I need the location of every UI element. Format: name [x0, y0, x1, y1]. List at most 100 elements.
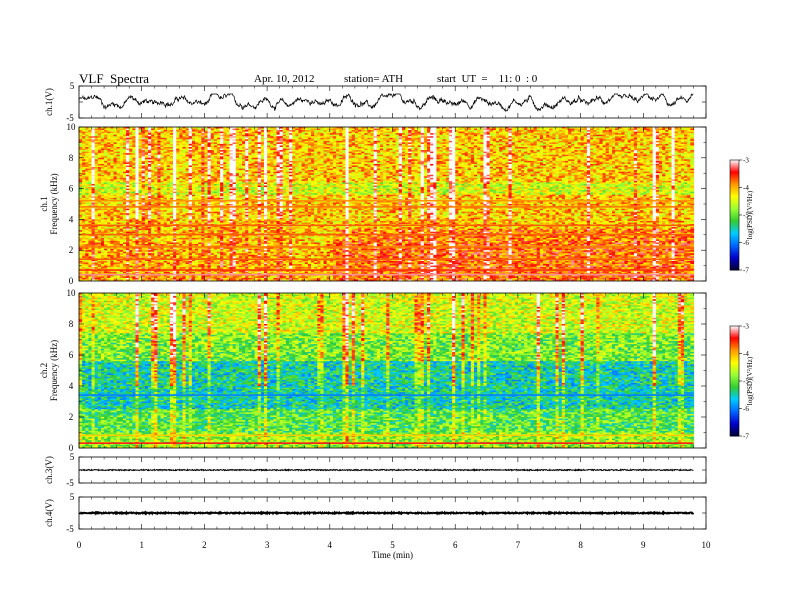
ch1-spectrogram-cell [348, 133, 353, 136]
ch1-spectrogram-cell [593, 133, 597, 136]
ch1-spectrogram-cell [680, 130, 685, 133]
ch1-spectrogram-cell [655, 133, 660, 136]
ch1-spectrogram-cell [176, 134, 180, 137]
ch1-spectrogram-cell [201, 133, 206, 136]
ch1-spectrogram-cell [204, 139, 209, 142]
ch1-spectrogram-cell [474, 147, 478, 150]
ch1-spectrogram-cell [596, 140, 601, 143]
ch1-spectrogram-cell [295, 131, 300, 134]
ch1-spectrogram-cell [342, 130, 347, 133]
ch1-spectrogram-cell [477, 130, 481, 133]
ch1-spectrogram-cell [176, 127, 180, 130]
ch1-spectrogram-cell [423, 136, 428, 139]
ch1-spectrogram-cell [119, 134, 124, 137]
ch1-spectrogram-cell [329, 151, 334, 154]
ch1-spectrogram-cell [154, 150, 158, 153]
ch1-spectrogram-cell [464, 137, 469, 140]
ch1-spectrogram-cell [458, 127, 463, 130]
ch1-spectrogram-cell [157, 128, 162, 131]
ch1-spectrogram-cell [658, 142, 663, 145]
ch1-spectrogram-cell [590, 136, 594, 139]
ch1-spectrogram-cell [474, 151, 478, 154]
ch1-spectrogram-cell [568, 127, 572, 130]
ch1-spectrogram-cell [414, 142, 419, 145]
ch1-spectrogram-cell [489, 148, 494, 151]
ch1-spectrogram-cell [527, 140, 532, 143]
ch1-spectrogram-cell [151, 150, 155, 153]
ch1-spectrogram-cell [665, 142, 669, 145]
ch1-spectrogram-cell [574, 130, 579, 133]
ch1-spectrogram-panel [79, 127, 695, 281]
ch1-spectrogram-cell [141, 142, 146, 145]
ch1-spectrogram-cell [602, 153, 607, 156]
ch1-spectrogram-cell [91, 130, 96, 133]
ch1-spectrogram-cell [392, 130, 397, 133]
ch1-spectrogram-cell [295, 142, 300, 145]
ch1-spectrogram-cell [116, 131, 121, 134]
ch1-spectrogram-cell [301, 131, 306, 134]
ch1-spectrogram-cell [195, 133, 199, 136]
ch1-spectrogram-cell [179, 134, 184, 137]
ch1-spectrogram-cell [320, 133, 325, 136]
ch1-spectrogram-cell [580, 151, 585, 154]
ch1-spectrogram-cell [210, 148, 215, 151]
ch1-spectrogram-cell [289, 142, 293, 145]
ch1-spectrogram-cell [398, 133, 403, 136]
ch1-spectrogram-cell [245, 151, 249, 154]
ch1-spectrogram-cell [643, 130, 648, 133]
ch1-spectrogram-cell [420, 131, 425, 134]
ch1-spectrogram-cell [624, 153, 629, 156]
ch1-spectrogram-cell [116, 142, 121, 145]
ch1-spectrogram-cell [235, 130, 240, 133]
ch1-spectrogram-cell [608, 153, 613, 156]
ch1-spectrogram-cell [684, 136, 688, 139]
ch1-spectrogram-cell [530, 137, 535, 140]
ch1-spectrogram-cell [157, 148, 162, 151]
ch1-spectrogram-cell [574, 145, 579, 148]
ch1-spectrogram-cell [389, 127, 394, 130]
ch1-spectrogram-cell [483, 134, 488, 137]
ch1-spectrogram-cell [295, 136, 300, 139]
ch1-spectrogram-cell [461, 136, 466, 139]
ch1-spectrogram-cell [395, 147, 400, 150]
ch1-spectrogram-cell [292, 128, 296, 131]
ch1-spectrogram-cell [433, 130, 437, 133]
ch1-spectrogram-cell [285, 137, 290, 140]
ch1-spectrogram-cell [213, 150, 218, 153]
ch1-spectrogram-cell [618, 131, 622, 134]
ch1-spectrogram-cell [282, 148, 287, 151]
ch1-spectrogram-cell [395, 143, 400, 147]
ch1-spectrogram-cell [517, 151, 522, 154]
ch1-spectrogram-cell [439, 134, 444, 137]
ch1-spectrogram-cell [85, 127, 90, 130]
ch1-spectrogram-cell [546, 143, 550, 147]
ch1-spectrogram-cell [138, 127, 143, 130]
ch1-spectrogram-cell [536, 150, 541, 153]
ch1-spectrogram-cell [568, 137, 572, 140]
ch1-spectrogram-cell [386, 143, 390, 147]
ch1-spectrogram-cell [662, 133, 666, 136]
ch1-spectrogram-cell [630, 153, 635, 156]
ch1-spectrogram-cell [267, 136, 271, 139]
ch1-spectrogram-cell [590, 151, 594, 154]
ch1-spectrogram-cell [401, 139, 406, 142]
ch1-spectrogram-cell [317, 142, 321, 145]
ch1-spectrogram-cell [260, 145, 265, 148]
ch1-spectrogram-cell [492, 131, 497, 134]
ch1-spectrogram-cell [398, 150, 403, 153]
ch1-spectrogram-cell [680, 142, 685, 145]
ch1-spectrogram-cell [395, 153, 400, 156]
ch1-spectrogram-cell [169, 148, 174, 151]
ch1-spectrogram-cell [499, 131, 503, 134]
ch1-spectrogram-cell [176, 153, 180, 156]
ch1-spectrogram-cell [229, 148, 234, 151]
ch1-spectrogram-cell [182, 148, 187, 151]
ch1-spectrogram-cell [401, 130, 406, 133]
ch1-spectrogram-cell [630, 140, 635, 143]
ch1-spectrogram-cell [336, 131, 340, 134]
ch1-spectrogram-cell [677, 145, 682, 148]
ch1-spectrogram-cell [376, 130, 381, 133]
ch1-spectrogram-cell [571, 127, 575, 130]
ch1-spectrogram-cell [210, 154, 215, 157]
ch1-spectrogram-cell [564, 140, 569, 143]
